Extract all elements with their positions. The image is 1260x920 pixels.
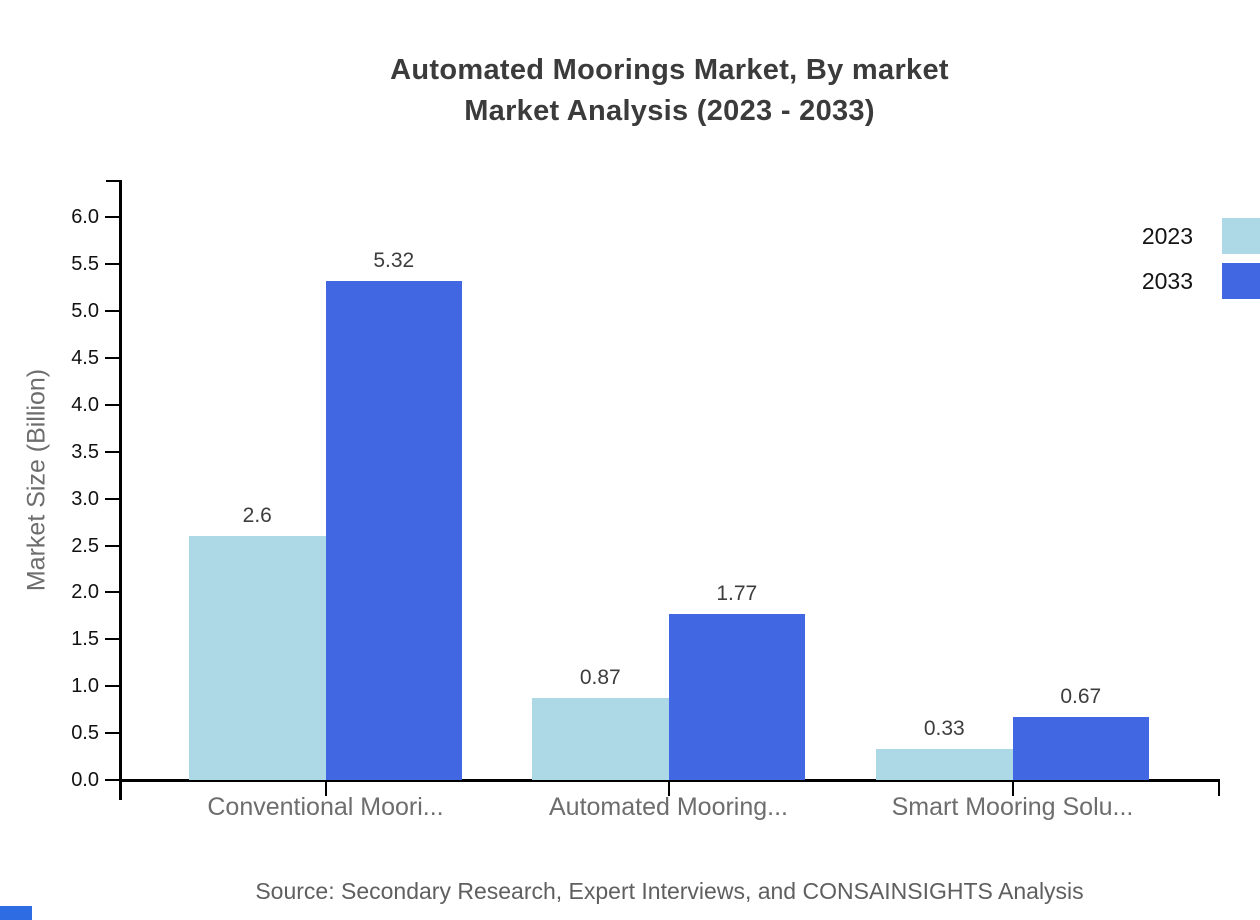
bar-value-label: 2.6 xyxy=(242,504,272,528)
brand-corner-mark xyxy=(0,906,32,920)
x-tick xyxy=(1011,780,1014,796)
bar-value-label: 1.77 xyxy=(716,581,758,605)
x-category-label: Conventional Moori... xyxy=(207,793,444,821)
bar-2033 xyxy=(668,613,805,780)
y-tick-label: 6.0 xyxy=(71,206,99,229)
legend-swatch-2033 xyxy=(1222,263,1260,299)
y-tick xyxy=(105,403,119,406)
y-tick xyxy=(105,544,119,547)
legend-item: 2033 xyxy=(1142,263,1260,299)
y-tick-label: 4.0 xyxy=(71,393,99,416)
bar-2033 xyxy=(1012,717,1149,780)
y-axis-line xyxy=(119,180,122,800)
x-axis-line xyxy=(119,779,1220,782)
chart-title-line1: Automated Moorings Market, By market xyxy=(390,54,949,86)
x-category-label: Automated Mooring... xyxy=(548,793,788,821)
x-tick xyxy=(324,780,327,796)
legend-swatch-2023 xyxy=(1222,218,1260,254)
y-tick xyxy=(105,310,119,312)
y-tick xyxy=(105,497,119,500)
y-tick xyxy=(105,638,119,641)
source-note: Source: Secondary Research, Expert Inter… xyxy=(255,878,1084,904)
legend-label: 2023 xyxy=(1141,222,1193,249)
y-tick xyxy=(105,263,119,266)
y-tick xyxy=(105,779,119,781)
bar-value-label: 0.67 xyxy=(1060,685,1102,709)
legend-label: 2033 xyxy=(1141,267,1193,294)
x-axis-end-tick xyxy=(1218,780,1220,796)
chart-title: Automated Moorings Market, By market Mar… xyxy=(119,50,1220,132)
x-tick xyxy=(667,780,670,796)
y-tick-label: 5.5 xyxy=(71,253,99,276)
y-tick-label: 2.0 xyxy=(71,581,99,604)
y-tick xyxy=(105,732,119,735)
y-axis-top-cap xyxy=(106,180,119,182)
bar-2023 xyxy=(189,536,326,780)
bar-2033 xyxy=(325,280,462,780)
y-tick xyxy=(105,685,119,688)
y-tick xyxy=(105,356,119,359)
y-tick-label: 0.5 xyxy=(71,722,99,745)
bar-2023 xyxy=(532,698,669,780)
bar-2023 xyxy=(876,749,1013,780)
y-tick-label: 0.0 xyxy=(71,769,99,791)
y-tick-label: 3.0 xyxy=(71,487,99,510)
legend: 2023 2033 xyxy=(1142,218,1260,308)
x-category-label: Smart Mooring Solu... xyxy=(891,793,1134,821)
y-tick-label: 5.0 xyxy=(71,300,99,322)
y-tick-label: 1.0 xyxy=(71,675,99,698)
y-tick xyxy=(105,591,119,594)
bar-value-label: 0.33 xyxy=(923,717,965,741)
bar-value-label: 0.87 xyxy=(579,666,621,690)
y-tick-label: 1.5 xyxy=(71,628,99,651)
legend-item: 2023 xyxy=(1142,218,1260,254)
y-tick-label: 3.5 xyxy=(71,440,99,463)
y-tick xyxy=(105,450,119,453)
y-tick xyxy=(105,216,119,219)
y-tick-label: 4.5 xyxy=(71,346,99,369)
chart-title-line2: Market Analysis (2023 - 2033) xyxy=(464,95,875,127)
y-tick-label: 2.5 xyxy=(71,534,99,557)
bar-value-label: 5.32 xyxy=(373,248,415,272)
